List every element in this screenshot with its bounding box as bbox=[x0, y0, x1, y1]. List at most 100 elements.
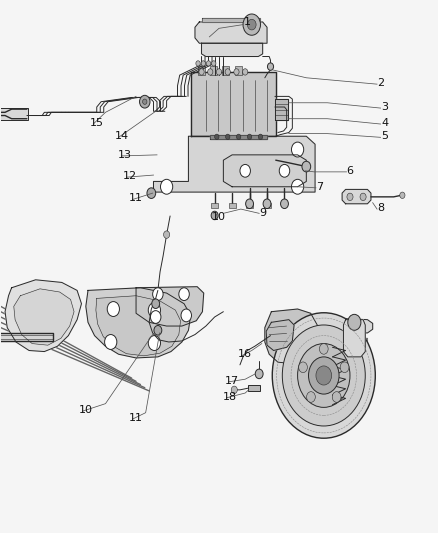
Circle shape bbox=[243, 14, 261, 35]
Circle shape bbox=[160, 179, 173, 194]
Polygon shape bbox=[306, 336, 367, 344]
Circle shape bbox=[152, 299, 159, 309]
Polygon shape bbox=[265, 309, 317, 364]
Text: 2: 2 bbox=[377, 78, 384, 88]
Circle shape bbox=[319, 344, 328, 354]
Circle shape bbox=[140, 95, 150, 108]
Text: 1: 1 bbox=[244, 17, 251, 27]
Text: 11: 11 bbox=[129, 413, 143, 423]
Bar bbox=[229, 203, 236, 208]
Polygon shape bbox=[201, 43, 263, 56]
Circle shape bbox=[196, 61, 200, 66]
Circle shape bbox=[154, 326, 162, 335]
Circle shape bbox=[291, 179, 304, 194]
Circle shape bbox=[211, 211, 218, 220]
Circle shape bbox=[263, 199, 271, 208]
Circle shape bbox=[302, 161, 311, 172]
Polygon shape bbox=[210, 135, 267, 139]
Polygon shape bbox=[343, 320, 365, 357]
Text: 12: 12 bbox=[123, 171, 137, 181]
Circle shape bbox=[216, 69, 222, 75]
Polygon shape bbox=[342, 189, 371, 204]
Text: 11: 11 bbox=[129, 193, 143, 204]
Polygon shape bbox=[223, 155, 306, 187]
Circle shape bbox=[255, 369, 263, 378]
Circle shape bbox=[307, 392, 315, 402]
Circle shape bbox=[226, 134, 230, 140]
Bar bbox=[248, 385, 260, 391]
Circle shape bbox=[308, 357, 339, 394]
Polygon shape bbox=[266, 320, 294, 351]
Circle shape bbox=[181, 309, 191, 322]
Circle shape bbox=[316, 366, 332, 385]
Circle shape bbox=[291, 142, 304, 157]
Polygon shape bbox=[275, 99, 288, 120]
Circle shape bbox=[360, 193, 366, 200]
Circle shape bbox=[212, 61, 216, 66]
Circle shape bbox=[279, 165, 290, 177]
Polygon shape bbox=[96, 296, 180, 356]
Bar bbox=[198, 66, 205, 75]
Circle shape bbox=[179, 288, 189, 301]
Circle shape bbox=[340, 362, 349, 373]
Circle shape bbox=[272, 313, 375, 438]
Circle shape bbox=[150, 311, 161, 324]
Text: 9: 9 bbox=[259, 208, 266, 219]
Circle shape bbox=[240, 165, 251, 177]
Text: 3: 3 bbox=[381, 102, 389, 112]
Circle shape bbox=[247, 19, 256, 30]
Circle shape bbox=[400, 192, 405, 198]
Polygon shape bbox=[153, 136, 315, 192]
Circle shape bbox=[163, 231, 170, 238]
Circle shape bbox=[247, 134, 252, 140]
Circle shape bbox=[152, 288, 163, 301]
Text: 5: 5 bbox=[381, 131, 389, 141]
Polygon shape bbox=[191, 72, 276, 136]
Text: 16: 16 bbox=[238, 349, 252, 359]
Circle shape bbox=[281, 199, 288, 208]
Text: 13: 13 bbox=[118, 150, 132, 160]
Text: 14: 14 bbox=[115, 131, 129, 141]
Text: 15: 15 bbox=[90, 118, 104, 128]
Text: 7: 7 bbox=[316, 182, 323, 192]
Circle shape bbox=[148, 336, 160, 351]
Bar bbox=[210, 66, 217, 75]
Circle shape bbox=[243, 69, 248, 75]
Circle shape bbox=[231, 386, 237, 393]
Circle shape bbox=[225, 69, 230, 75]
Text: 18: 18 bbox=[223, 392, 237, 402]
Circle shape bbox=[215, 134, 219, 140]
Circle shape bbox=[237, 134, 241, 140]
Circle shape bbox=[105, 335, 117, 350]
Circle shape bbox=[268, 63, 274, 70]
Circle shape bbox=[347, 193, 353, 200]
Circle shape bbox=[297, 344, 350, 407]
Text: 17: 17 bbox=[225, 376, 239, 386]
Circle shape bbox=[208, 69, 213, 75]
Circle shape bbox=[147, 188, 155, 198]
Circle shape bbox=[143, 99, 147, 104]
Circle shape bbox=[283, 325, 365, 426]
Text: 10: 10 bbox=[212, 212, 226, 222]
Bar bbox=[0, 108, 28, 120]
Text: 4: 4 bbox=[381, 118, 389, 128]
Circle shape bbox=[201, 61, 205, 66]
Bar bbox=[235, 66, 242, 75]
Circle shape bbox=[348, 314, 361, 330]
Circle shape bbox=[246, 199, 254, 208]
Bar bbox=[264, 203, 271, 208]
Bar bbox=[211, 203, 218, 208]
Text: 6: 6 bbox=[346, 166, 353, 176]
Circle shape bbox=[206, 61, 211, 66]
Circle shape bbox=[234, 69, 239, 75]
Polygon shape bbox=[0, 333, 53, 341]
Polygon shape bbox=[5, 280, 81, 352]
Polygon shape bbox=[195, 22, 267, 43]
Bar bbox=[223, 66, 230, 75]
Circle shape bbox=[148, 303, 160, 318]
Polygon shape bbox=[306, 317, 373, 333]
Circle shape bbox=[107, 302, 120, 317]
Polygon shape bbox=[14, 289, 74, 345]
Bar bbox=[246, 203, 253, 208]
Circle shape bbox=[199, 69, 204, 75]
